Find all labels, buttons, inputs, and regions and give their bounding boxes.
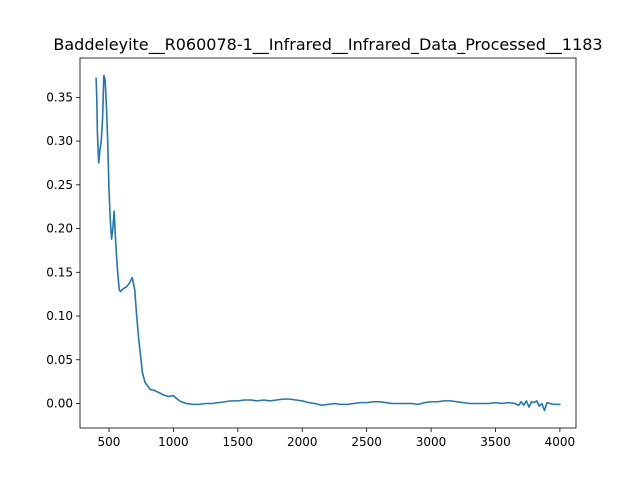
x-tick-label: 500 [98, 435, 121, 449]
x-tick-label: 3500 [480, 435, 511, 449]
x-tick-label: 2500 [351, 435, 382, 449]
x-tick-label: 1000 [158, 435, 189, 449]
y-tick-label: 0.35 [46, 90, 73, 104]
x-tick-label: 2000 [287, 435, 318, 449]
y-tick-label: 0.15 [46, 265, 73, 279]
y-tick-label: 0.20 [46, 222, 73, 236]
y-tick-label: 0.30 [46, 134, 73, 148]
axes-frame [79, 57, 577, 429]
x-tick-label: 1500 [223, 435, 254, 449]
y-tick-label: 0.00 [46, 397, 73, 411]
plot-area [95, 74, 561, 412]
y-axis: 0.00 0.05 0.10 0.15 0.20 0.25 0.30 0.35 [46, 90, 80, 411]
series-line-1 [95, 74, 561, 412]
chart-title: Baddeleyite__R060078-1__Infrared__Infrar… [53, 35, 602, 55]
x-tick-label: 4000 [545, 435, 576, 449]
x-axis: 500 1000 1500 2000 2500 3000 3500 4000 [98, 428, 576, 449]
y-tick-label: 0.25 [46, 178, 73, 192]
y-tick-label: 0.10 [46, 309, 73, 323]
x-tick-label: 3000 [416, 435, 447, 449]
y-tick-label: 0.05 [46, 353, 73, 367]
